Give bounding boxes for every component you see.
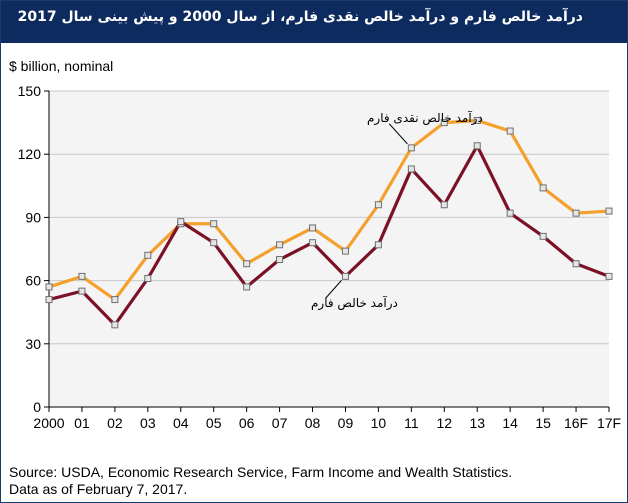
data-point-2 [78,287,86,295]
x-tick-label: 14 [502,415,518,431]
x-tick-label: 07 [272,415,288,431]
data-point-1 [111,296,119,304]
data-point-1 [243,260,251,268]
plot-area [49,91,609,407]
data-point-2 [539,232,547,240]
data-point-1 [45,283,53,291]
data-point-2 [144,274,152,282]
data-point-2 [111,321,119,329]
data-point-2 [45,296,53,304]
data-point-2 [506,209,514,217]
x-tick-label: 01 [74,415,90,431]
x-tick-label: 10 [371,415,387,431]
line-chart: 0 30 60 90 120 150 2000 01 02 03 04 05 06 07 08 09 10 11 1… [18,83,621,431]
x-tick-label: 04 [173,415,189,431]
data-point-1 [144,251,152,259]
data-point-1 [78,272,86,280]
source-note: Source: USDA, Economic Research Service,… [9,464,512,498]
x-tick-label: 06 [239,415,255,431]
chart-title: درآمد خالص فارم و درآمد خالص نقدی فارم، … [17,9,583,25]
y-tick-label: 30 [25,336,41,352]
data-point-2 [473,142,481,150]
data-point-1 [374,201,382,209]
source-line-2: Data as of February 7, 2017. [9,481,188,497]
x-tick-label: 11 [404,415,419,431]
y-tick-label: 90 [25,209,41,225]
x-tick-label: 15 [535,415,551,431]
title-bar: درآمد خالص فارم و درآمد خالص نقدی فارم، … [1,1,627,43]
data-point-1 [309,224,317,232]
annotation-leader-cash [388,123,408,145]
x-tick-label: 16F [564,415,588,431]
series-label-cash-income: درآمد خالص نقدی فارم [367,110,483,126]
data-point-2 [572,260,580,268]
data-point-1 [506,127,514,135]
data-point-1 [440,119,448,127]
data-point-1 [605,207,613,215]
data-point-2 [309,239,317,247]
x-tick-label: 05 [206,415,222,431]
data-point-1 [210,220,218,228]
x-tick-label: 08 [305,415,321,431]
source-line-1: Source: USDA, Economic Research Service,… [9,464,513,480]
y-tick-label: 60 [25,273,41,289]
data-point-2 [210,239,218,247]
y-tick-label: 120 [18,146,42,162]
data-point-2 [440,201,448,209]
x-tick-label: 17F [597,415,621,431]
data-point-2 [177,218,185,226]
y-tick-label: 150 [18,83,42,99]
x-tick-label: 13 [469,415,485,431]
series-line-1 [48,118,610,302]
series-line-2 [48,144,610,327]
data-point-1 [473,116,481,124]
data-point-2 [243,283,251,291]
data-point-1 [276,241,284,249]
data-point-2 [605,272,613,280]
data-point-1 [572,209,580,217]
x-tick-label: 2000 [33,415,64,431]
data-point-2 [374,241,382,249]
data-point-2 [407,165,415,173]
data-point-2 [276,256,284,264]
data-point-1 [539,184,547,192]
x-tick-label: 03 [140,415,156,431]
y-tick-label: 0 [33,399,41,415]
series-label-net-income: درآمد خالص فارم [311,295,398,311]
y-axis-unit-label: $ billion, nominal [9,58,114,74]
data-point-2 [341,272,349,280]
x-tick-label: 12 [437,415,453,431]
data-point-1 [407,144,415,152]
x-tick-label: 02 [107,415,123,431]
data-point-1 [341,247,349,255]
annotation-leader-net [325,280,342,299]
x-tick-label: 09 [338,415,354,431]
